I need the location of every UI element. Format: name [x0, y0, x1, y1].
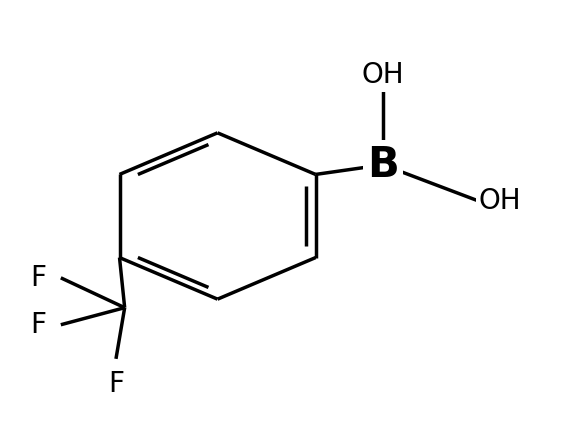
- Text: OH: OH: [479, 187, 522, 215]
- Text: F: F: [30, 311, 46, 339]
- Text: OH: OH: [362, 61, 404, 89]
- Text: F: F: [30, 264, 46, 292]
- Text: F: F: [108, 369, 124, 397]
- Text: B: B: [367, 144, 399, 186]
